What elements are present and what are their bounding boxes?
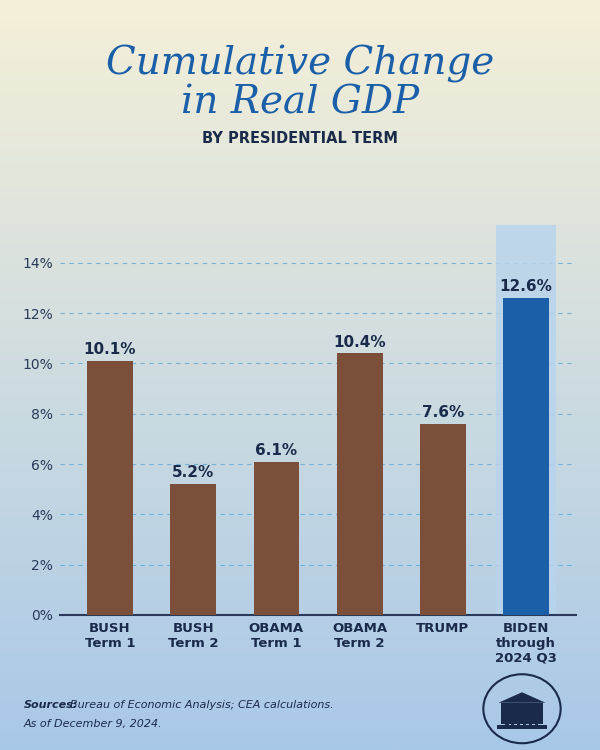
Text: 10.1%: 10.1%	[83, 342, 136, 357]
Text: BY PRESIDENTIAL TERM: BY PRESIDENTIAL TERM	[202, 131, 398, 146]
Bar	[503, 298, 549, 615]
Text: 5.2%: 5.2%	[172, 466, 214, 481]
Polygon shape	[499, 692, 545, 703]
Text: 7.6%: 7.6%	[422, 405, 464, 420]
Bar	[420, 424, 466, 615]
Text: 10.4%: 10.4%	[334, 334, 386, 350]
Text: 6.1%: 6.1%	[256, 442, 298, 458]
Text: Bureau of Economic Analysis; CEA calculations.: Bureau of Economic Analysis; CEA calcula…	[70, 700, 333, 710]
Bar	[254, 461, 299, 615]
Bar	[501, 703, 543, 724]
Text: 12.6%: 12.6%	[500, 279, 553, 294]
Bar	[529, 703, 532, 727]
Bar	[511, 703, 514, 727]
Text: in Real GDP: in Real GDP	[181, 84, 419, 122]
Text: As of December 9, 2024.: As of December 9, 2024.	[24, 718, 163, 729]
Bar	[170, 484, 216, 615]
Bar	[497, 725, 547, 729]
Bar	[337, 353, 383, 615]
Bar	[496, 225, 556, 615]
Bar	[535, 703, 538, 727]
Text: Cumulative Change: Cumulative Change	[106, 45, 494, 82]
Bar	[517, 703, 520, 727]
Bar	[523, 703, 526, 727]
Text: Sources:: Sources:	[24, 700, 78, 710]
Bar	[87, 361, 133, 615]
Bar	[505, 703, 509, 727]
